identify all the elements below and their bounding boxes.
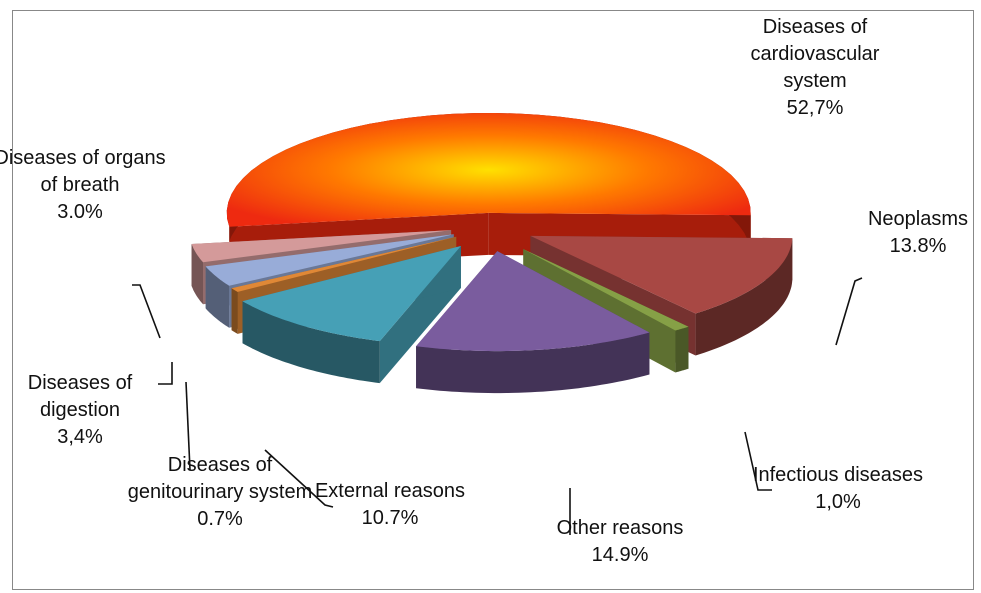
value-label: 0.7% [197, 508, 243, 530]
data-label: Infectious diseases 1,0% [748, 462, 928, 516]
leader-line [264, 449, 334, 508]
category-label: Infectious diseases [752, 464, 924, 486]
slice [191, 230, 452, 263]
data-label: Diseases of digestion 3,4% [0, 370, 170, 451]
value-label: 52,7% [786, 97, 844, 119]
slice [523, 249, 689, 331]
data-label: External reasons 10.7% [300, 478, 480, 532]
leader-line [835, 277, 863, 346]
data-label: Diseases of genitourinary system 0.7% [125, 452, 315, 533]
category-label: Diseases of organs of breath [0, 147, 166, 196]
chart-frame [12, 10, 974, 590]
slice-side [191, 244, 203, 305]
value-label: 3.0% [57, 201, 103, 223]
category-label: Diseases of genitourinary system [127, 454, 313, 503]
leader-line [132, 284, 161, 339]
category-label: Diseases of cardiovascular system [750, 16, 880, 92]
slice [231, 236, 457, 292]
data-label: Neoplasms 13.8% [838, 206, 981, 260]
slice [242, 246, 461, 384]
slice-side [242, 301, 380, 384]
category-label: Other reasons [556, 517, 684, 539]
slice [416, 251, 650, 394]
leader-line [185, 381, 191, 471]
slice [205, 234, 454, 286]
leader-line [744, 431, 772, 491]
value-label: 3,4% [57, 426, 103, 448]
category-label: Neoplasms [867, 208, 969, 230]
value-label: 1,0% [815, 491, 861, 513]
slice [416, 251, 650, 352]
data-label: Other reasons 14.9% [520, 515, 720, 569]
slice-side [695, 238, 793, 356]
slice-side [205, 266, 230, 328]
data-label: Diseases of organs of breath 3.0% [0, 145, 170, 226]
category-label: External reasons [314, 480, 466, 502]
slice [242, 246, 461, 342]
value-label: 14.9% [591, 544, 649, 566]
leader-lines [132, 277, 863, 535]
slice [530, 235, 793, 314]
value-label: 13.8% [889, 235, 947, 257]
slice [226, 113, 751, 227]
leader-line [158, 362, 173, 385]
category-label: Diseases of digestion [27, 372, 133, 421]
value-label: 10.7% [361, 507, 419, 529]
data-label: Diseases of cardiovascular system 52,7% [725, 14, 905, 122]
slice [530, 235, 793, 356]
slice-side [675, 326, 689, 373]
slice-side [231, 288, 238, 334]
slice-side [416, 332, 650, 394]
